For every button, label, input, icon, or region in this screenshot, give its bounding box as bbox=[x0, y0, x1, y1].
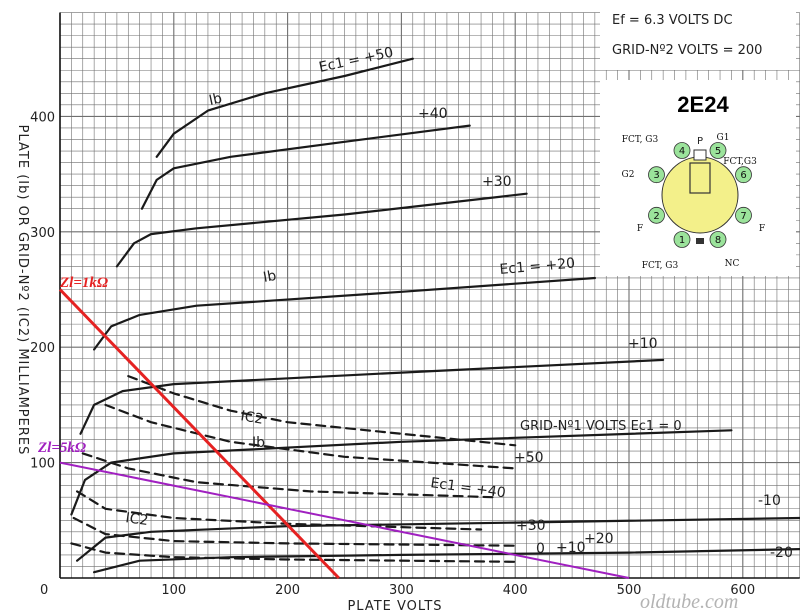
x-tick-label: 600 bbox=[730, 583, 755, 598]
ic2-curve bbox=[104, 403, 517, 470]
y-tick-label: 400 bbox=[30, 110, 55, 125]
pin-circle bbox=[673, 231, 691, 248]
base-key bbox=[696, 238, 704, 244]
ic2-curve-label: +30 bbox=[516, 518, 546, 534]
x-tick-label: 400 bbox=[503, 583, 528, 598]
pin-circle bbox=[709, 142, 727, 159]
plate-curve bbox=[93, 276, 596, 351]
label-ib-top: Ib bbox=[208, 91, 224, 109]
x-tick-label: 200 bbox=[275, 583, 300, 598]
ic2-curve-label: 0 bbox=[536, 541, 545, 557]
plate-label: P bbox=[697, 136, 703, 147]
load-line bbox=[58, 288, 340, 580]
ic2-curve bbox=[72, 516, 517, 547]
label-ic2: IC2 bbox=[239, 408, 264, 428]
pin-circle bbox=[735, 206, 752, 224]
ic2-curve bbox=[76, 490, 483, 531]
y-tick-label: 300 bbox=[30, 226, 55, 241]
conditions-box bbox=[600, 6, 796, 70]
tube-electrodes bbox=[689, 162, 711, 194]
ic2-curve-label: +50 bbox=[514, 450, 544, 466]
curve-label: -20 bbox=[770, 545, 793, 561]
curve-label: -10 bbox=[758, 493, 781, 509]
label-ec1-20: Ec1 = +20 bbox=[499, 255, 576, 278]
x-tick-label: 300 bbox=[389, 583, 414, 598]
curve-label: +10 bbox=[628, 336, 658, 352]
x-axis-label: PLATE VOLTS bbox=[347, 599, 442, 614]
plate-curve bbox=[140, 124, 471, 210]
load-line bbox=[59, 461, 630, 579]
curve-label: +40 bbox=[418, 106, 448, 122]
ic2-curve-label: +20 bbox=[584, 531, 614, 547]
ic2-curve bbox=[127, 375, 517, 447]
pin-label: NC bbox=[725, 259, 740, 269]
y-tick-label: 100 bbox=[30, 457, 55, 472]
label-zl-1k: Zl=1kΩ bbox=[59, 275, 108, 291]
pin-number: 3 bbox=[653, 170, 659, 181]
label-ib-low: Ib bbox=[252, 435, 265, 451]
pin-number: 5 bbox=[715, 146, 721, 157]
watermark: oldtube.com bbox=[640, 591, 738, 613]
pin-number: 1 bbox=[679, 235, 685, 246]
x-tick-label: 0 bbox=[40, 583, 48, 598]
pin-number: 6 bbox=[740, 170, 746, 181]
condition-filament: Ef = 6.3 VOLTS DC bbox=[612, 13, 733, 28]
chart-axes: 0 100 200 300 400 500 600 100 200 300 400 bbox=[30, 12, 800, 598]
pin-label: F bbox=[759, 224, 765, 234]
pin-circle bbox=[709, 231, 727, 248]
plate-curve bbox=[79, 358, 665, 435]
pin-circle bbox=[735, 166, 752, 184]
plate-cap bbox=[693, 149, 707, 161]
pin-label: G1 bbox=[717, 133, 730, 143]
tube-title-box bbox=[664, 88, 742, 120]
pin-label: FCT, G3 bbox=[622, 135, 659, 145]
ic2-curve-label: +10 bbox=[556, 540, 586, 556]
pin-circle bbox=[648, 206, 665, 224]
x-tick-label: 100 bbox=[161, 583, 186, 598]
plate-curve bbox=[115, 192, 528, 268]
tube-envelope bbox=[661, 156, 739, 234]
pin-number: 7 bbox=[740, 211, 746, 222]
plate-curve bbox=[155, 57, 414, 158]
label-ic2-low: IC2 bbox=[124, 510, 149, 529]
label-grid1-volts: GRID-Nº1 VOLTS Ec1 = 0 bbox=[520, 419, 682, 434]
pin-label: G2 bbox=[622, 170, 635, 180]
tube-title: 2E24 bbox=[677, 92, 729, 117]
y-tick-label: 200 bbox=[30, 341, 55, 356]
label-zl-5k: Zl=5kΩ bbox=[37, 440, 86, 456]
pin-number: 4 bbox=[679, 146, 685, 157]
pin-label: FCT, G3 bbox=[642, 261, 679, 271]
pin-number: 8 bbox=[715, 235, 721, 246]
label-ec1-40: Ec1 = +40 bbox=[429, 475, 506, 501]
pin-number: 2 bbox=[653, 211, 659, 222]
y-axis-label: PLATE (Ib) OR GRID-Nº2 (IC2) MILLIAMPERE… bbox=[15, 125, 30, 456]
pin-circle bbox=[648, 166, 665, 184]
pin-label: FCT,G3 bbox=[723, 157, 757, 167]
pin-circle bbox=[673, 142, 691, 159]
label-ib-mid: Ib bbox=[262, 268, 278, 286]
curve-label: +30 bbox=[482, 174, 512, 190]
ic2-curve bbox=[70, 542, 517, 563]
condition-grid2: GRID-Nº2 VOLTS = 200 bbox=[612, 43, 762, 58]
x-tick-label: 500 bbox=[617, 583, 642, 598]
screen-current-curves: +50 +30 +20+10 0 bbox=[70, 375, 614, 563]
plate-curve bbox=[76, 516, 800, 562]
load-lines bbox=[58, 288, 630, 580]
ic2-curve bbox=[81, 452, 494, 499]
pin-label: F bbox=[637, 224, 643, 234]
